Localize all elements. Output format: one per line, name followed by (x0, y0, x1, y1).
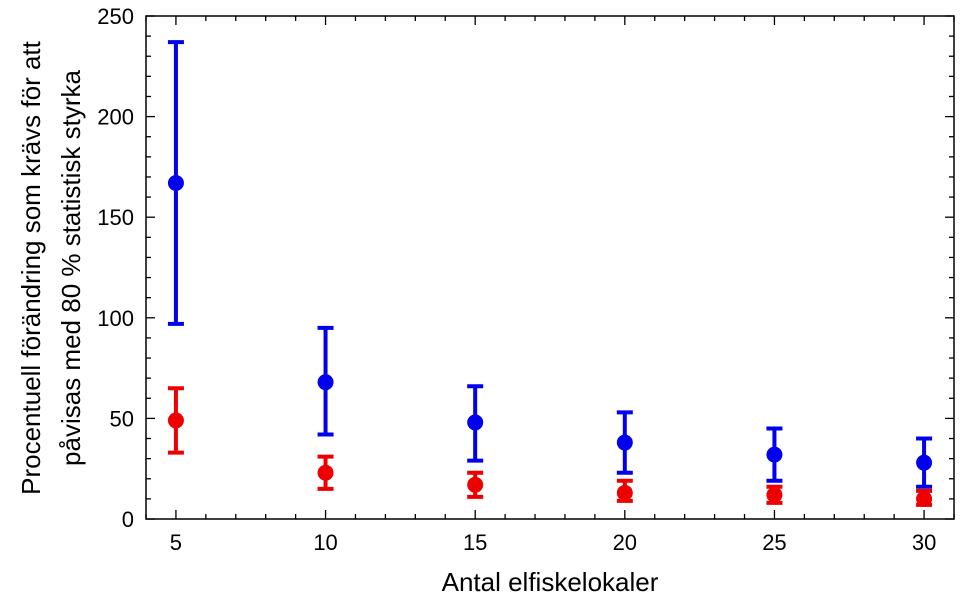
y-axis-title-line-2: påvisas med 80 % statistisk styrka (56, 70, 86, 466)
y-tick-label: 0 (122, 507, 134, 532)
data-point (916, 454, 933, 471)
data-point (616, 484, 633, 501)
x-tick-label: 15 (463, 530, 487, 555)
data-point (467, 476, 484, 493)
y-tick-label: 100 (97, 306, 134, 331)
tick-labels: 5 10 15 20 25 30 0 50 100 150 200 250 (97, 4, 936, 555)
x-tick-label: 30 (912, 530, 936, 555)
y-tick-label: 150 (97, 205, 134, 230)
y-axis-title: Procentuell förändring som krävs för att… (16, 40, 86, 495)
data-point (766, 446, 783, 463)
data-point (317, 374, 334, 391)
y-tick-label: 200 (97, 105, 134, 130)
x-tick-label: 5 (170, 530, 182, 555)
data-point (167, 412, 184, 429)
x-tick-label: 25 (762, 530, 786, 555)
x-tick-label: 20 (613, 530, 637, 555)
y-tick-label: 50 (110, 406, 134, 431)
axis-ticks (145, 15, 955, 520)
plot-frame (145, 15, 955, 520)
data-point (467, 414, 484, 431)
series-2 (167, 386, 933, 507)
y-axis-title-line-1: Procentuell förändring som krävs för att (16, 40, 46, 495)
series-1 (167, 40, 933, 489)
x-tick-label: 10 (313, 530, 337, 555)
data-point (317, 464, 334, 481)
data-point (616, 434, 633, 451)
series-layer (167, 40, 933, 507)
x-axis-title: Antal elfiskelokaler (442, 567, 659, 597)
data-point (916, 490, 933, 507)
data-point (766, 486, 783, 503)
y-tick-label: 250 (97, 4, 134, 29)
data-point (167, 174, 184, 191)
